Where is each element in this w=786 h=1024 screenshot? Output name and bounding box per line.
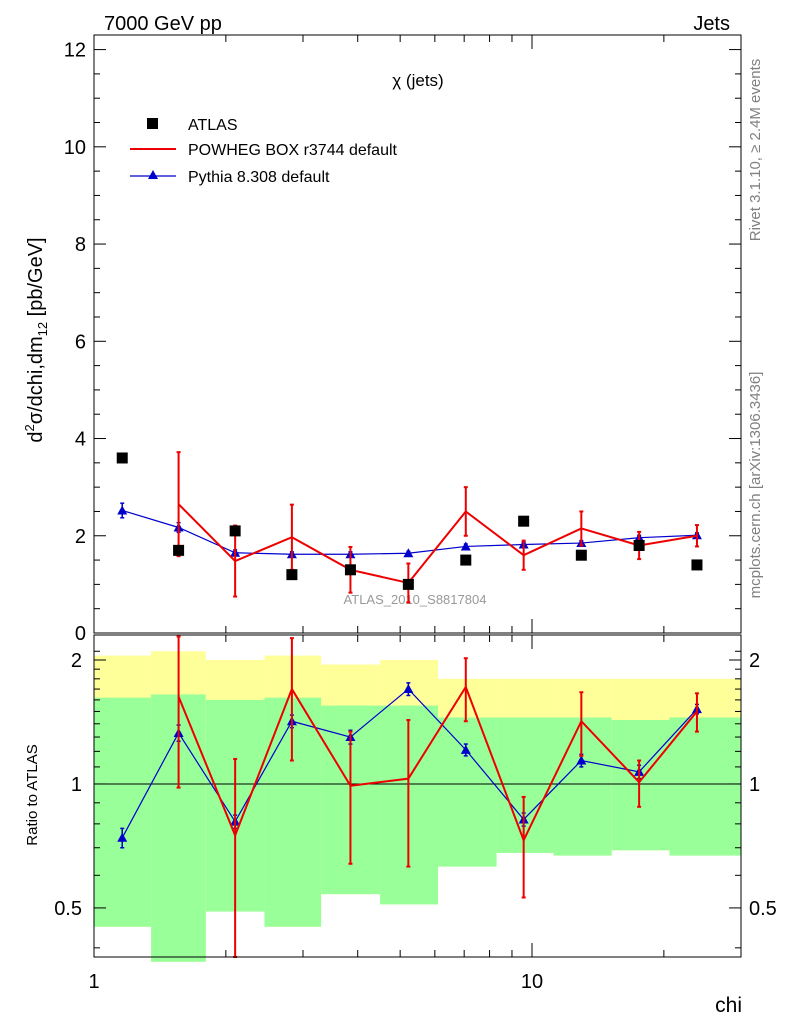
- powheg-line: [177, 503, 698, 585]
- atlas-point-2: [229, 525, 241, 537]
- ratio-pythia-point-6: [460, 744, 471, 754]
- atlas-point-7: [518, 515, 530, 527]
- legend-pythia-marker: [148, 170, 158, 179]
- ratio-xtick-label: 10: [521, 971, 543, 993]
- main-ytick-label: 8: [75, 234, 86, 256]
- ratio-bands: [94, 651, 741, 962]
- ratio-ylabel: Ratio to ATLAS: [24, 744, 41, 845]
- legend-atlas-label: ATLAS: [188, 117, 238, 134]
- ratio-xtick-label: 1: [88, 971, 99, 993]
- main-plot-layer: [116, 451, 703, 604]
- atlas-point-0: [116, 452, 128, 464]
- atlas-point-3: [286, 569, 298, 581]
- main-ytick-label: 4: [75, 429, 86, 451]
- band-inner-10: [669, 717, 741, 856]
- pythia-line: [122, 509, 697, 555]
- main-ytick-label: 12: [64, 40, 86, 62]
- ratio-ytick-label-left: 1: [71, 774, 82, 796]
- header-right: Jets: [693, 13, 730, 35]
- ratio-pythia-point-8: [576, 755, 587, 765]
- panel-title: χ (jets): [392, 71, 443, 90]
- legend-atlas-marker: [147, 118, 158, 129]
- pythia-point-5: [403, 548, 414, 558]
- mcplots-label: mcplots.cern.ch [arXiv:1306.3436]: [747, 372, 764, 599]
- main-ytick-label: 6: [75, 331, 86, 353]
- ratio-frame: [93, 634, 742, 958]
- legend: ATLAS POWHEG BOX r3744 default Pythia 8.…: [130, 117, 398, 186]
- pythia-point-0: [117, 505, 128, 515]
- main-ylabel: d2σ/dchi,dm12 [pb/GeV]: [22, 237, 50, 442]
- ratio-pythia-point-0: [117, 832, 128, 842]
- ratio-ytick-label-right: 0.5: [749, 898, 777, 920]
- band-inner-6: [437, 717, 497, 867]
- atlas-point-6: [460, 554, 472, 566]
- header-left: 7000 GeV pp: [104, 13, 222, 35]
- band-inner-0: [94, 697, 152, 927]
- ratio-pythia-point-5: [403, 684, 414, 694]
- main-ytick-label: 10: [64, 137, 86, 159]
- ratio-plot-layer: [94, 635, 741, 958]
- atlas-point-10: [691, 559, 703, 571]
- pythia-point-6: [460, 541, 471, 551]
- ratio-ytick-label-left: 0.5: [54, 898, 82, 920]
- ratio-ytick-label-right: 1: [749, 774, 760, 796]
- band-inner-8: [553, 717, 612, 856]
- ratio-powheg-line: [177, 684, 698, 843]
- main-frame: [93, 34, 742, 634]
- atlas-point-4: [344, 564, 356, 576]
- band-inner-9: [611, 719, 670, 851]
- x-axis-label: chi: [715, 994, 742, 1017]
- ratio-ytick-label-right: 2: [749, 650, 760, 672]
- legend-powheg-label: POWHEG BOX r3744 default: [188, 142, 398, 159]
- ratio-ytick-label-left: 2: [71, 650, 82, 672]
- atlas-point-1: [173, 544, 185, 556]
- atlas-point-5: [402, 578, 414, 590]
- main-ytick-label: 0: [75, 623, 86, 645]
- watermark: ATLAS_2010_S8817804: [344, 592, 487, 607]
- band-inner-7: [496, 717, 554, 853]
- atlas-point-8: [575, 549, 587, 561]
- atlas-point-9: [633, 539, 645, 551]
- legend-pythia-label: Pythia 8.308 default: [188, 169, 330, 186]
- rivet-label: Rivet 3.1.10, ≥ 2.4M events: [747, 59, 764, 242]
- main-ytick-label: 2: [75, 526, 86, 548]
